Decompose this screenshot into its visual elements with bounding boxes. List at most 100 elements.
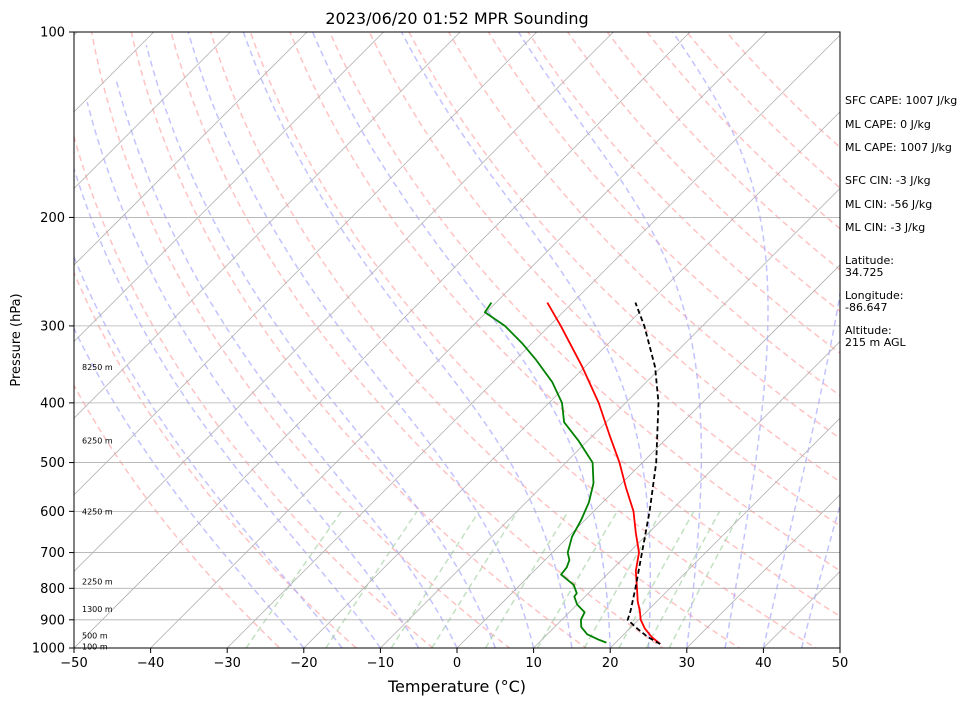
height-label: 1300 m bbox=[82, 605, 113, 614]
mixing-ratio-line bbox=[645, 510, 721, 648]
dry-adiabat bbox=[170, 32, 664, 648]
isotherm-line bbox=[74, 32, 691, 648]
moist-adiabat bbox=[400, 32, 652, 648]
ml-cin-text-2: ML CIN: -3 J/kg bbox=[845, 221, 925, 234]
parcel-profile-line bbox=[626, 302, 661, 645]
moist-adiabat bbox=[517, 32, 703, 648]
isotherm-line bbox=[0, 32, 1, 648]
y-axis-label: Pressure (hPa) bbox=[9, 293, 24, 386]
isotherm-line bbox=[226, 34, 840, 648]
x-tick-label: 30 bbox=[679, 656, 696, 671]
height-labels: 100 m 500 m 1300 m 2250 m 4250 m 6250 m 8250 m bbox=[82, 363, 113, 652]
mixing-ratio-line bbox=[536, 510, 618, 648]
latitude-label: Latitude: bbox=[845, 254, 894, 267]
moist-adiabat bbox=[115, 80, 458, 648]
mixing-ratio-line bbox=[245, 510, 343, 648]
isotherm-line bbox=[74, 32, 461, 419]
x-axis-label: Temperature (°C) bbox=[387, 677, 526, 696]
height-label: 8250 m bbox=[82, 363, 113, 372]
dry-adiabat bbox=[567, 32, 840, 313]
isotherm-line bbox=[74, 32, 308, 266]
isotherm-line bbox=[74, 32, 231, 189]
dry-adiabat bbox=[209, 32, 741, 648]
temperature-profile-line bbox=[546, 302, 661, 645]
height-label: 2250 m bbox=[82, 578, 113, 587]
y-tick-label: 500 bbox=[40, 456, 65, 471]
ml-cape-text-2: ML CAPE: 1007 J/kg bbox=[845, 141, 952, 154]
isotherm-line bbox=[150, 32, 767, 648]
dry-adiabat bbox=[289, 32, 840, 618]
x-tick-label: −20 bbox=[290, 656, 317, 671]
ml-cape-text-1: ML CAPE: 0 J/kg bbox=[845, 118, 931, 131]
isotherm-line bbox=[456, 264, 840, 648]
x-axis-ticks: −50 −40 −30 −20 −10 0 10 20 30 40 50 bbox=[60, 648, 848, 671]
isotherm-line bbox=[380, 187, 840, 648]
dry-adiabat bbox=[487, 32, 840, 397]
mixing-ratio-line bbox=[484, 510, 569, 648]
isotherm-line bbox=[74, 32, 384, 343]
height-label: 100 m bbox=[82, 643, 108, 652]
isotherm-line bbox=[74, 32, 538, 496]
dewpoint-profile-line bbox=[484, 302, 607, 644]
y-axis-ticks: 100 200 300 400 500 600 700 800 900 1000 bbox=[32, 26, 74, 657]
moist-adiabat bbox=[74, 326, 305, 648]
isotherm-line bbox=[609, 417, 840, 648]
moist-adiabat bbox=[187, 32, 535, 648]
y-tick-label: 200 bbox=[40, 211, 65, 226]
y-tick-label: 900 bbox=[40, 613, 65, 628]
height-label: 500 m bbox=[82, 632, 108, 641]
sfc-cin-text: SFC CIN: -3 J/kg bbox=[845, 174, 931, 187]
profile-lines bbox=[484, 302, 661, 645]
y-tick-label: 300 bbox=[40, 319, 65, 334]
mixing-ratio-line bbox=[618, 510, 695, 648]
mixing-ratio-line bbox=[668, 510, 742, 648]
dry-adiabat bbox=[725, 32, 840, 149]
moist-adiabat bbox=[672, 32, 769, 648]
mixing-ratio-line bbox=[390, 510, 480, 648]
altitude-label: Altitude: bbox=[845, 324, 892, 337]
longitude-value: -86.647 bbox=[845, 301, 887, 314]
y-tick-label: 1000 bbox=[32, 642, 65, 657]
dry-adiabat bbox=[249, 32, 818, 648]
y-tick-label: 800 bbox=[40, 582, 65, 597]
dry-adiabat bbox=[74, 383, 281, 648]
y-tick-label: 400 bbox=[40, 396, 65, 411]
y-tick-label: 700 bbox=[40, 546, 65, 561]
x-tick-label: −30 bbox=[213, 656, 240, 671]
mixing-ratio-line bbox=[325, 510, 418, 648]
x-tick-label: −50 bbox=[60, 656, 87, 671]
sounding-info-panel: SFC CAPE: 1007 J/kg ML CAPE: 0 J/kg ML C… bbox=[845, 94, 957, 349]
mixing-ratio-line bbox=[583, 510, 663, 648]
dry-adiabat bbox=[329, 32, 840, 572]
isotherm-line bbox=[74, 32, 614, 572]
chart-title: 2023/06/20 01:52 MPR Sounding bbox=[325, 9, 588, 28]
x-tick-label: 10 bbox=[525, 656, 542, 671]
y-tick-label: 600 bbox=[40, 505, 65, 520]
x-tick-label: −10 bbox=[367, 656, 394, 671]
background-lines bbox=[0, 32, 840, 648]
dry-adiabat bbox=[90, 32, 511, 648]
dry-adiabat bbox=[74, 134, 435, 648]
x-tick-label: 0 bbox=[453, 656, 461, 671]
height-label: 4250 m bbox=[82, 507, 113, 516]
isotherm-line bbox=[533, 341, 840, 648]
longitude-label: Longitude: bbox=[845, 289, 903, 302]
x-tick-label: −40 bbox=[137, 656, 164, 671]
dry-adiabat bbox=[408, 32, 840, 483]
ml-cin-text-1: ML CIN: -56 J/kg bbox=[845, 198, 932, 211]
dry-adiabat bbox=[527, 32, 840, 355]
isobar-lines bbox=[74, 32, 840, 648]
y-tick-label: 100 bbox=[40, 26, 65, 41]
x-tick-label: 40 bbox=[755, 656, 772, 671]
isotherm-line bbox=[686, 494, 840, 648]
dry-adiabat bbox=[686, 32, 840, 189]
isotherm-line bbox=[303, 111, 840, 648]
dry-adiabat bbox=[130, 32, 588, 648]
dry-adiabat bbox=[74, 270, 358, 648]
moist-adiabat bbox=[242, 32, 573, 648]
x-tick-label: 50 bbox=[832, 656, 849, 671]
moist-adiabat bbox=[800, 502, 840, 648]
height-label: 6250 m bbox=[82, 436, 113, 445]
latitude-value: 34.725 bbox=[845, 266, 884, 279]
